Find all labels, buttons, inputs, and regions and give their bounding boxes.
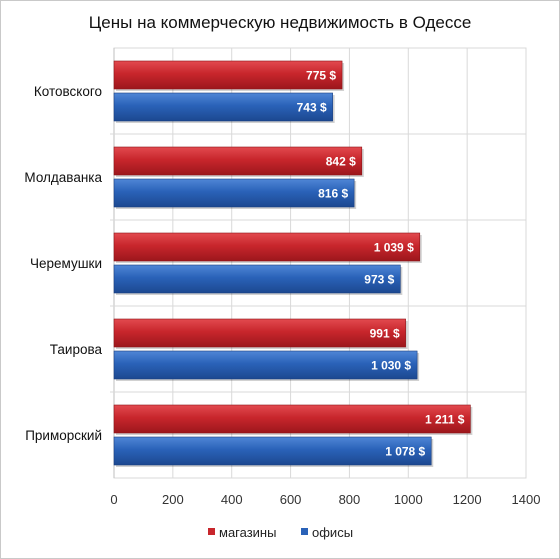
legend: магазины офисы — [208, 525, 353, 540]
office-bar — [113, 92, 333, 122]
office-bar — [113, 436, 432, 466]
category-label: Черемушки — [30, 256, 102, 271]
shop-bar — [113, 146, 363, 176]
office-bar — [113, 350, 418, 380]
bars — [113, 60, 473, 467]
x-tick-label: 1000 — [394, 492, 423, 507]
x-tick-label: 200 — [162, 492, 184, 507]
office-value-label: 1 078 $ — [385, 445, 425, 459]
legend-item-offices: офисы — [301, 525, 353, 540]
office-value-label: 743 $ — [297, 101, 327, 115]
shop-bar — [113, 318, 406, 348]
legend-item-shops: магазины — [208, 525, 276, 540]
legend-swatch-offices — [301, 528, 308, 535]
office-value-label: 1 030 $ — [371, 359, 411, 373]
labels: 0 200 400 600 800 1000 1200 1400 Котовского 775 $… — [24, 69, 540, 508]
shop-value-label: 1 211 $ — [425, 413, 465, 427]
x-tick-label: 1200 — [453, 492, 482, 507]
shop-value-label: 991 $ — [370, 327, 400, 341]
office-value-label: 973 $ — [364, 273, 394, 287]
x-tick-label: 600 — [280, 492, 302, 507]
shop-value-label: 775 $ — [306, 69, 336, 83]
category-label: Таирова — [50, 342, 103, 357]
shop-bar — [113, 404, 471, 434]
chart-title: Цены на коммерческую недвижимость в Одес… — [89, 13, 472, 32]
shop-bar — [113, 232, 421, 262]
x-tick-label: 400 — [221, 492, 243, 507]
legend-label-offices: офисы — [312, 525, 353, 540]
x-tick-label: 800 — [339, 492, 361, 507]
shop-value-label: 842 $ — [326, 155, 356, 169]
category-label: Котовского — [34, 84, 102, 99]
shop-bar — [113, 60, 343, 90]
office-value-label: 816 $ — [318, 187, 348, 201]
x-tick-label: 0 — [110, 492, 117, 507]
category-label: Молдаванка — [24, 170, 102, 185]
shop-value-label: 1 039 $ — [374, 241, 414, 255]
x-tick-label: 1400 — [512, 492, 541, 507]
category-label: Приморский — [25, 428, 102, 443]
office-bar — [113, 264, 401, 294]
office-bar — [113, 178, 355, 208]
legend-label-shops: магазины — [219, 525, 276, 540]
legend-swatch-shops — [208, 528, 215, 535]
